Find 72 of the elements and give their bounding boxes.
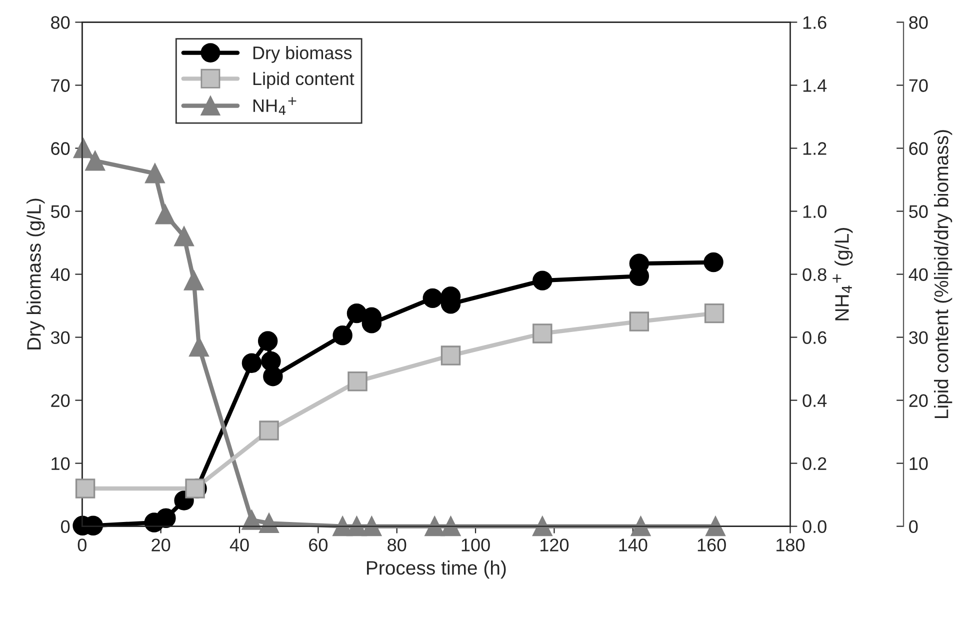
- y2-tick-label: 0.4: [802, 394, 827, 407]
- y-tick-label: 20: [51, 394, 70, 407]
- y2-tick-label: 0.6: [802, 331, 826, 344]
- y2-tick-label: 1.6: [803, 16, 826, 29]
- point: [242, 510, 262, 530]
- y3-tick-label: 40: [908, 268, 928, 281]
- y-tick-label: 0: [61, 520, 70, 534]
- point: [532, 324, 552, 344]
- point: [630, 516, 651, 536]
- x-tick-label: 180: [776, 538, 805, 552]
- point: [629, 312, 650, 332]
- point: [263, 366, 283, 386]
- point: [174, 226, 194, 246]
- point: [242, 353, 262, 373]
- y3-tick-label: 10: [910, 457, 928, 470]
- point: [348, 372, 368, 392]
- point: [259, 420, 279, 440]
- y3-tick-label: 60: [909, 142, 928, 155]
- y2-tick-label: 0.0: [802, 520, 826, 534]
- point: [85, 150, 105, 171]
- y2-axis-title: NH$_{4}$$^{+}$ (g/L): [832, 228, 853, 320]
- legend-label: Lipid content: [253, 72, 354, 89]
- point: [145, 164, 165, 184]
- x-tick-label: 80: [388, 538, 406, 552]
- x-tick-label: 0: [78, 538, 86, 552]
- y-tick-label: 10: [52, 457, 70, 470]
- x-axis-title: Process time (h): [367, 560, 506, 579]
- point: [422, 288, 443, 308]
- point: [706, 516, 726, 536]
- y2-tick-label: 0.2: [802, 457, 826, 470]
- point: [189, 336, 209, 357]
- y2-tick-label: 0.8: [802, 268, 826, 281]
- y-tick-label: 30: [50, 331, 70, 344]
- point: [156, 508, 176, 528]
- x-tick-label: 40: [230, 538, 249, 552]
- point: [704, 303, 724, 324]
- y-tick-label: 60: [51, 142, 70, 155]
- y3-tick-label: 50: [909, 205, 928, 218]
- point: [184, 270, 204, 290]
- y3-tick-label: 20: [909, 394, 928, 407]
- point: [532, 270, 552, 290]
- y3-tick-label: 80: [909, 16, 928, 29]
- x-tick-label: 20: [152, 538, 170, 552]
- x-tick-label: 120: [540, 538, 569, 552]
- y-tick-label: 80: [51, 16, 70, 29]
- point: [704, 252, 724, 272]
- y-tick-label: 50: [50, 205, 70, 218]
- x-tick-label: 140: [619, 538, 648, 552]
- point: [440, 346, 461, 366]
- x-tick-label: 100: [462, 538, 490, 552]
- y3-tick-label: 70: [909, 79, 928, 92]
- x-tick-label: 60: [309, 538, 328, 552]
- point: [332, 326, 352, 346]
- point: [75, 478, 96, 498]
- y2-tick-label: 1.2: [803, 142, 826, 155]
- y-tick-label: 70: [51, 79, 70, 92]
- y2-tick-label: 1.4: [803, 79, 827, 92]
- y2-tick-label: 1.0: [803, 205, 826, 218]
- legend-label: Dry biomass: [253, 46, 352, 63]
- point: [155, 204, 176, 224]
- y3-tick-label: 0: [909, 520, 918, 534]
- y-tick-label: 40: [50, 268, 70, 281]
- x-tick-label: 160: [698, 538, 726, 552]
- point: [73, 138, 94, 158]
- point: [440, 516, 461, 536]
- y3-tick-label: 30: [909, 331, 928, 344]
- point: [258, 331, 278, 351]
- point: [532, 516, 552, 536]
- point: [362, 516, 382, 536]
- y-axis-title: Dry biomass (g/L): [26, 198, 45, 350]
- y3-axis-title: Lipid content (%lipid/dry biomass): [934, 130, 952, 418]
- legend-label: NH$_{4}$$^{+}$: [253, 97, 296, 115]
